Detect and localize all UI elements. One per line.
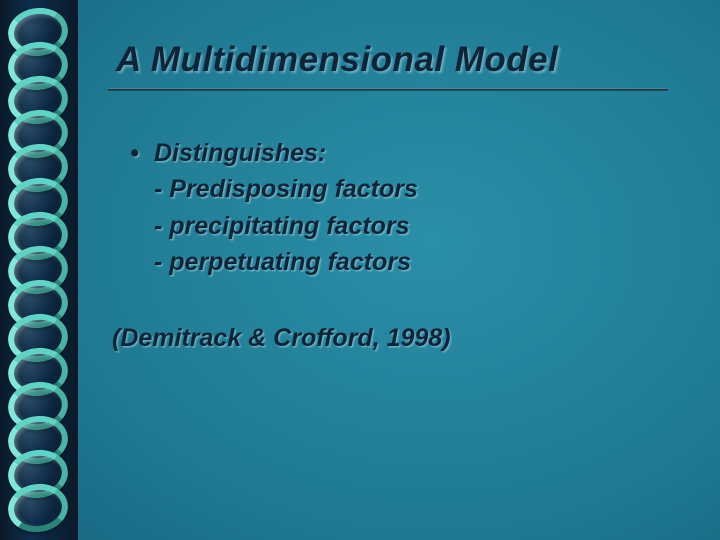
slide-body: • Distinguishes: - Predisposing factors … (130, 135, 680, 280)
spiral-binding (0, 0, 78, 540)
title-underline (108, 88, 668, 91)
sub-item: - Predisposing factors (154, 171, 680, 207)
citation: (Demitrack & Crofford, 1998) (112, 324, 680, 353)
bullet-item: • Distinguishes: (130, 135, 680, 171)
spiral-rings (8, 8, 68, 532)
bullet-symbol: • (130, 135, 154, 171)
sub-item: - precipitating factors (154, 208, 680, 244)
slide-content: A Multidimensional Model • Distinguishes… (78, 0, 720, 540)
sub-item: - perpetuating factors (154, 244, 680, 280)
bullet-label: Distinguishes: (154, 135, 326, 171)
slide: A Multidimensional Model • Distinguishes… (0, 0, 720, 540)
slide-title: A Multidimensional Model (116, 40, 680, 80)
